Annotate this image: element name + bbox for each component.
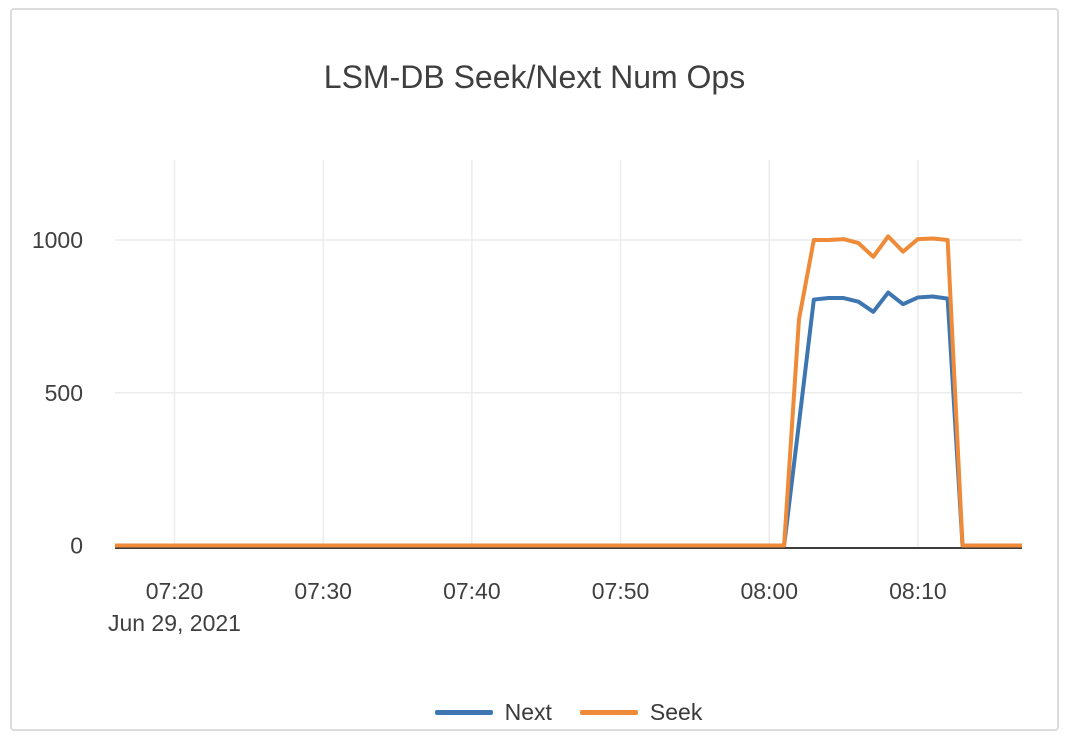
y-tick-label: 500 [45, 380, 83, 406]
legend-label-seek: Seek [649, 698, 703, 725]
chart-card: LSM-DB Seek/Next Num Ops 07:20 07:30 07:40… [10, 8, 1059, 731]
seek-line-swatch-icon [579, 709, 638, 715]
x-tick-label: 07:40 [443, 578, 501, 604]
x-tick-label: 07:20 [146, 578, 204, 604]
x-tick-label: 08:00 [740, 578, 798, 604]
legend-label-next: Next [504, 698, 552, 725]
y-tick-label: 1000 [32, 227, 83, 253]
x-tick-label: 07:30 [294, 578, 352, 604]
x-tick-label: 07:50 [592, 578, 650, 604]
legend: Next Seek [115, 696, 1022, 728]
y-tick-label: 0 [70, 533, 83, 559]
legend-item-next[interactable]: Next [434, 698, 552, 726]
x-tick-label: 08:10 [889, 578, 947, 604]
legend-item-seek[interactable]: Seek [579, 698, 703, 726]
date-label: Jun 29, 2021 [108, 610, 241, 636]
series-next-line[interactable] [115, 290, 1022, 548]
series-seek-line[interactable] [115, 234, 1022, 548]
plot-area[interactable]: 07:20 07:30 07:40 07:50 08:00 08:10 Jun 29, 20… [12, 10, 1068, 742]
next-line-swatch-icon [434, 709, 493, 715]
